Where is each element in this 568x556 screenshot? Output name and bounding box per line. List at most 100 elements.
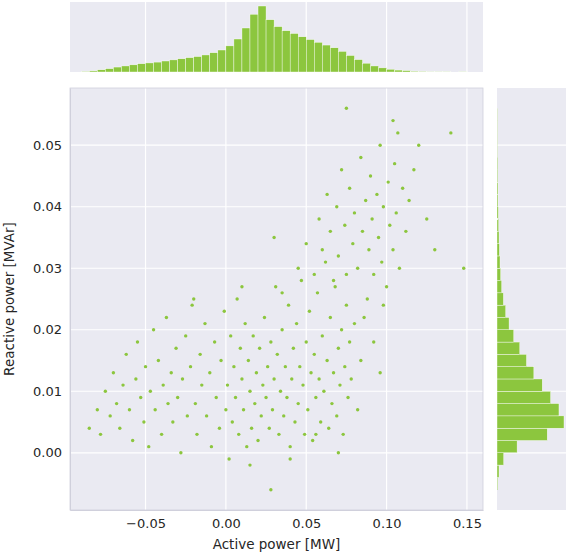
y-grid-line	[497, 206, 566, 207]
x-axis-line	[71, 510, 484, 511]
point	[121, 383, 124, 386]
point	[295, 322, 298, 325]
histogram-bar	[497, 367, 534, 379]
point	[462, 267, 465, 270]
histogram-bar	[497, 305, 506, 317]
histogram-bar	[497, 268, 501, 280]
histogram-bar	[497, 293, 503, 305]
histogram-bar	[306, 40, 314, 72]
point	[317, 217, 320, 220]
point	[327, 426, 330, 429]
point	[296, 402, 299, 405]
point	[300, 279, 303, 282]
point	[186, 414, 189, 417]
point	[378, 371, 381, 374]
point	[319, 420, 322, 423]
y-tick: 0.02	[33, 322, 70, 337]
histogram-bar	[89, 71, 97, 72]
point	[181, 377, 184, 380]
x-grid-line	[466, 88, 467, 510]
plot-frame	[70, 88, 483, 510]
point	[152, 328, 155, 331]
point	[210, 445, 213, 448]
histogram-bar	[266, 20, 274, 72]
x-grid-line	[386, 2, 387, 72]
point	[364, 199, 367, 202]
histogram-bar	[129, 65, 137, 72]
histogram-bar	[497, 354, 526, 366]
point	[268, 426, 271, 429]
y-tick: 0.05	[33, 138, 70, 153]
histogram-bar	[194, 57, 202, 72]
point	[393, 162, 396, 165]
point	[329, 316, 332, 319]
point	[337, 347, 340, 350]
point	[293, 420, 296, 423]
y-tick: 0.03	[33, 261, 70, 276]
point	[144, 365, 147, 368]
y-tick-label: 0.03	[33, 261, 62, 276]
grid	[70, 2, 566, 510]
point	[189, 365, 192, 368]
point	[362, 316, 365, 319]
point	[377, 236, 380, 239]
point	[266, 365, 269, 368]
histogram-bar	[218, 50, 226, 72]
x-tick: 0.05	[292, 510, 321, 531]
point	[329, 230, 332, 233]
histogram-bar	[497, 428, 547, 440]
histogram-bar	[258, 6, 266, 72]
point	[322, 390, 325, 393]
x-tick-label: 0.00	[212, 516, 241, 531]
point	[386, 180, 389, 183]
point	[314, 396, 317, 399]
histogram-bar	[497, 342, 520, 354]
histogram-bar	[346, 56, 354, 73]
y-grid-line	[70, 206, 483, 207]
point	[242, 408, 245, 411]
point	[260, 414, 263, 417]
point	[316, 291, 319, 294]
histogram-bar	[497, 219, 499, 231]
point	[277, 433, 280, 436]
point	[425, 217, 428, 220]
point	[139, 396, 142, 399]
point	[104, 390, 107, 393]
histogram-bar	[97, 70, 105, 72]
point	[192, 297, 195, 300]
point	[205, 414, 208, 417]
point	[298, 365, 301, 368]
point	[353, 322, 356, 325]
point	[229, 334, 232, 337]
point	[136, 340, 139, 343]
histogram-bar	[497, 465, 499, 477]
x-tick-label: −0.05	[126, 516, 166, 531]
point	[213, 340, 216, 343]
y-tick: 0.01	[33, 384, 70, 399]
point	[308, 310, 311, 313]
point	[333, 285, 336, 288]
point	[253, 402, 256, 405]
point	[313, 353, 316, 356]
y-axis-line	[70, 89, 71, 511]
point	[391, 119, 394, 122]
histogram-bar	[162, 61, 170, 72]
histogram-bar	[497, 182, 498, 194]
point	[340, 168, 343, 171]
point	[166, 402, 169, 405]
histogram-bar	[371, 66, 379, 72]
point	[271, 408, 274, 411]
histogram-bar	[242, 28, 250, 72]
top-marginal-background	[70, 2, 483, 72]
histogram-bar	[186, 58, 194, 72]
point	[255, 371, 258, 374]
point	[115, 402, 118, 405]
x-tick: 0.00	[212, 510, 241, 531]
point	[301, 383, 304, 386]
point	[345, 303, 348, 306]
histogram-bar	[497, 416, 564, 428]
histogram-bar	[497, 317, 509, 329]
point	[171, 420, 174, 423]
histogram-bar	[403, 71, 411, 72]
y-grid-line	[497, 145, 566, 146]
